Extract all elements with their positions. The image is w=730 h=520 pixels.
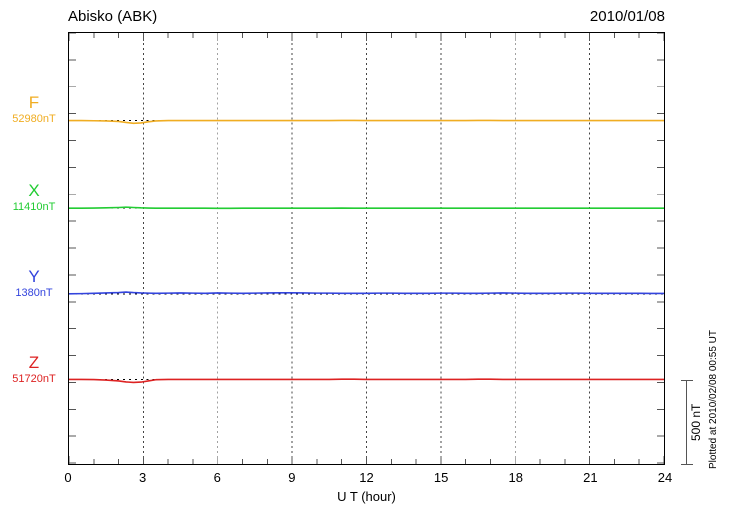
scale-bar-top-cap	[681, 380, 693, 381]
x-tick-label: 12	[359, 470, 374, 485]
x-tick-label: 0	[64, 470, 72, 485]
component-label-z: Z 51720nT	[0, 354, 68, 386]
component-baseline-value: 52980nT	[12, 113, 56, 125]
component-letter: Y	[28, 267, 40, 286]
plot-date: 2010/01/08	[589, 8, 665, 25]
x-tick-label: 9	[288, 470, 296, 485]
component-baseline-value: 11410nT	[12, 201, 56, 213]
component-label-y: Y 1380nT	[0, 268, 68, 300]
component-baseline-value: 1380nT	[15, 287, 53, 299]
component-letter: Z	[28, 353, 40, 372]
component-letter: F	[28, 93, 40, 112]
plot-gridlines	[69, 33, 664, 464]
scale-bar-bottom-cap	[681, 464, 693, 465]
x-tick-label: 3	[139, 470, 147, 485]
plot-area	[68, 32, 665, 465]
scale-bar	[681, 380, 693, 465]
plotted-at-timestamp: Plotted at 2010/02/08 00:55 UT	[708, 330, 719, 469]
component-label-f: F 52980nT	[0, 94, 68, 126]
plot-traces	[69, 119, 664, 384]
x-tick-label: 6	[213, 470, 221, 485]
x-tick-label: 24	[657, 470, 673, 485]
x-axis-title: U T (hour)	[337, 489, 396, 504]
page-title: Abisko (ABK)	[68, 8, 158, 25]
component-letter: X	[28, 181, 40, 200]
x-tick-label: 15	[433, 470, 449, 485]
component-label-x: X 11410nT	[0, 182, 68, 214]
x-tick-label: 21	[583, 470, 598, 485]
component-baseline-value: 51720nT	[12, 373, 56, 385]
scale-bar-line	[686, 380, 687, 465]
x-tick-label: 18	[508, 470, 523, 485]
scale-bar-label: 500 nT	[689, 403, 703, 442]
